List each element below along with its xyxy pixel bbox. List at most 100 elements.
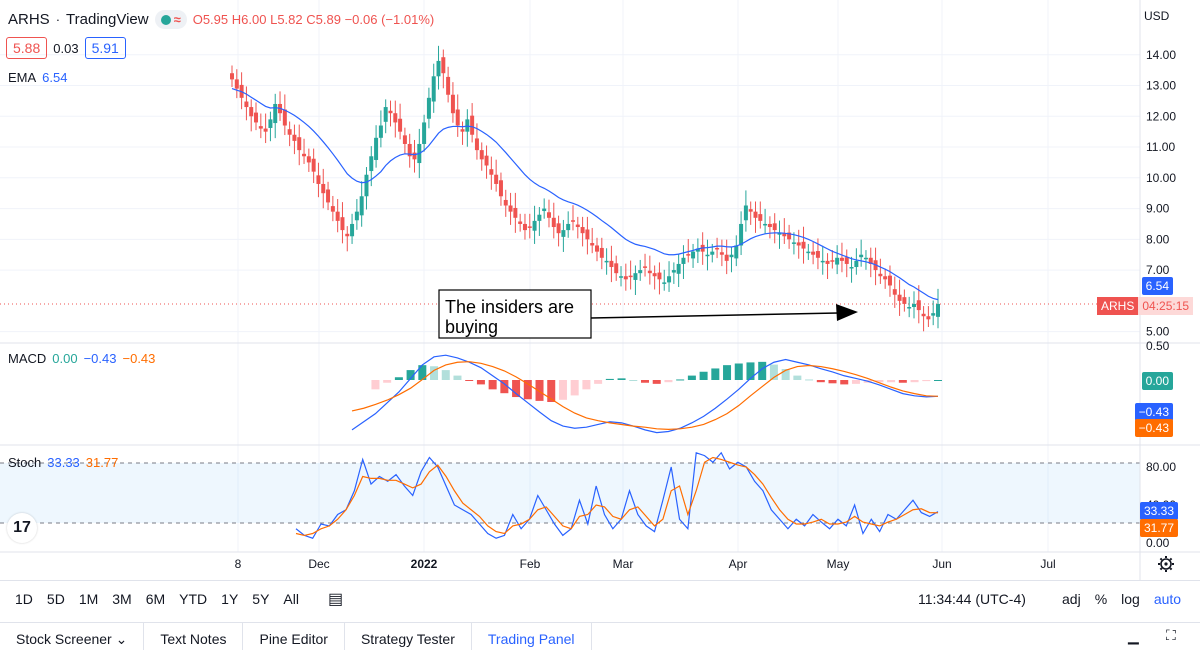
range-button-ytd[interactable]: YTD [179,591,208,607]
chart-canvas[interactable]: The insiders are buying USD 14.00 13.00 12… [0,0,1200,580]
price-axis[interactable]: 14.00 13.00 12.00 11.00 10.00 9.00 8.00 7.00 5.0… [1146,48,1176,339]
candle-body [719,252,724,255]
candle-body [580,227,585,234]
ask-button[interactable]: 5.91 [84,37,126,59]
bottom-toolbar: 1D 5D 1M 3M 6M YTD 1Y 5Y All ▤ 11:34:44 (UTC-4) … [0,580,1200,617]
candle-body [801,241,806,249]
candle-body [369,156,374,172]
bid-button[interactable]: 5.88 [6,37,48,59]
macd-histogram-bar [523,380,532,400]
candle-body [402,135,407,144]
candle-body [772,223,777,231]
scale-button-log[interactable]: log [1121,591,1140,607]
macd-histogram-bar [406,370,415,380]
range-button-5d[interactable]: 5D [46,591,65,607]
candle-body [542,208,547,212]
candle-body [628,275,633,278]
range-button-1m[interactable]: 1M [78,591,99,607]
scale-button-percent[interactable]: % [1094,591,1108,607]
clock[interactable]: 11:34:44 (UTC-4) [918,591,1026,607]
tab-pine-editor[interactable]: Pine Editor [243,623,345,650]
candle-body [686,254,691,256]
macd-histogram-bar [371,380,380,390]
price-tick-label: 11.00 [1146,140,1175,154]
symbol-legend[interactable]: ARHS · TradingView ≈ O5.95 H6.00 L5.82 C… [8,10,434,29]
candle-body [763,223,768,226]
candle-body [570,220,575,222]
status-pill[interactable]: ≈ [154,10,187,29]
tradingview-logo[interactable]: 17 [7,513,37,543]
range-button-all[interactable]: All [283,591,299,607]
candle-body [354,211,359,221]
candle-body [695,248,700,252]
candle-body [282,109,287,126]
tab-trading-panel[interactable]: Trading Panel [472,623,592,650]
macd-histogram-bar [500,380,509,394]
macd-axis[interactable]: 0.50 [1146,339,1170,353]
candle-body [513,207,518,218]
macd-histogram-bar [488,380,497,390]
macd-histogram-bar [418,365,427,380]
date-range-icon[interactable]: ▤ [327,591,344,608]
candle-body [302,153,307,157]
grid-lines [0,0,1140,552]
time-axis[interactable]: 8 Dec 2022 Feb Mar Apr May Jun Jul [235,557,1056,571]
fullscreen-icon[interactable]: ⛶ [1166,627,1176,643]
candle-body [273,103,278,124]
candle-body [532,220,537,231]
macd-legend[interactable]: MACD 0.00 −0.43 −0.43 [8,351,155,366]
candle-body [921,313,926,317]
candle-body [258,126,263,129]
macd-histogram-bar [758,361,767,380]
candle-body [931,313,936,316]
candle-body [498,180,503,197]
tab-strategy-tester[interactable]: Strategy Tester [345,623,472,650]
ema-price-badge: 6.54 [1141,277,1173,295]
stoch-legend[interactable]: Stoch 33.33 31.77 [8,455,118,470]
minimize-icon[interactable]: ▁ [1128,628,1139,644]
annotation[interactable]: The insiders are buying [438,289,858,339]
candle-body [623,276,628,280]
candle-body [335,211,340,221]
scale-button-auto[interactable]: auto [1153,591,1182,607]
macd-histogram-bar [547,380,556,402]
range-button-3m[interactable]: 3M [112,591,132,607]
scale-button-adj[interactable]: adj [1062,591,1081,607]
ema-legend[interactable]: EMA 6.54 [8,70,67,85]
candle-body [662,282,667,284]
range-button-1d[interactable]: 1D [15,591,33,607]
candle-body [647,270,652,274]
candle-body [398,118,403,132]
range-button-5y[interactable]: 5Y [252,591,270,607]
candle-body [743,205,748,221]
candle-body [633,273,638,280]
candle-body [599,247,604,258]
tab-text-notes[interactable]: Text Notes [144,623,244,650]
time-tick-label: Apr [729,557,748,571]
range-button-1y[interactable]: 1Y [221,591,239,607]
macd-histogram-bar [535,380,544,401]
symbol-name[interactable]: ARHS [8,11,50,28]
candle-body [897,294,902,301]
candle-body [667,276,672,283]
currency-label: USD [1144,9,1170,23]
candle-body [479,150,484,160]
macd-histogram-bar [851,380,860,384]
close-value: C5.89 [306,12,341,27]
range-buttons: 1D 5D 1M 3M 6M YTD 1Y 5Y All [0,591,306,607]
candle-body [844,257,849,264]
macd-histogram-bar [570,380,579,396]
macd-histogram-bar [441,370,450,380]
candle-body [383,107,388,122]
candle-body [316,175,321,184]
macd-histogram-bar [922,380,931,382]
candle-body [892,289,897,295]
annotation-arrow-line [590,312,839,319]
range-button-6m[interactable]: 6M [145,591,166,607]
tab-stock-screener[interactable]: Stock Screener ⌄ [0,623,145,650]
macd-histogram-bar [476,380,485,385]
price-tick-label: 5.00 [1146,325,1170,339]
macd-histogram-bar [769,364,778,380]
candle-body [378,125,383,138]
settings-gear-icon[interactable] [1158,556,1174,572]
